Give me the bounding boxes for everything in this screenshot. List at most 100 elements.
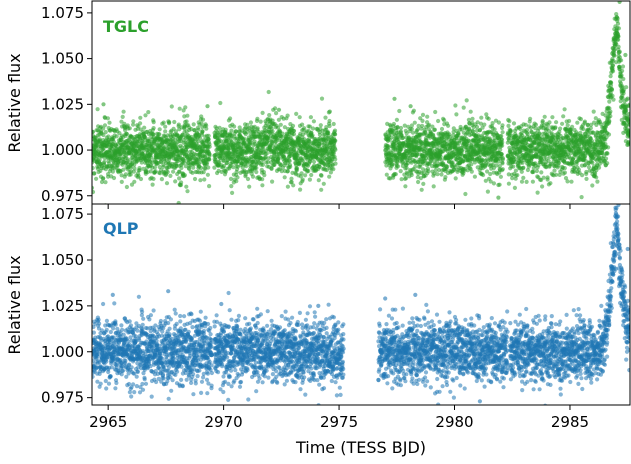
tglc-y-ticks: 0.9751.0001.0251.0501.075	[41, 4, 92, 205]
tglc-data-point	[482, 123, 486, 127]
tglc-data-point	[608, 114, 612, 118]
tglc-data-point	[254, 170, 258, 174]
tglc-data-point	[273, 106, 277, 110]
tglc-data-point	[583, 120, 587, 124]
tglc-data-point	[405, 166, 409, 170]
tglc-data-point	[254, 166, 258, 170]
tglc-data-point	[525, 128, 529, 132]
tglc-data-point	[182, 159, 186, 163]
tglc-data-point	[403, 184, 407, 188]
tglc-data-point	[270, 180, 274, 184]
tglc-data-point	[525, 180, 529, 184]
tglc-data-point	[280, 132, 284, 136]
tglc-data-point	[235, 175, 239, 179]
tglc-data-point	[548, 181, 552, 185]
tglc-data-point	[199, 121, 203, 125]
tglc-data-point	[104, 130, 108, 134]
tglc-data-point	[487, 117, 491, 121]
tglc-data-point	[470, 117, 474, 121]
tglc-data-point	[611, 69, 615, 73]
tglc-data-point	[493, 127, 497, 131]
tglc-data-point	[552, 169, 556, 173]
tglc-data-point	[542, 176, 546, 180]
tglc-data-point	[319, 188, 323, 192]
tglc-data-point	[435, 172, 439, 176]
tglc-data-point	[103, 123, 107, 127]
tglc-data-point	[201, 118, 205, 122]
tglc-points	[90, 0, 631, 210]
tglc-data-point	[200, 129, 204, 133]
tglc-data-point	[608, 109, 612, 113]
tglc-data-point	[92, 171, 96, 175]
qlp-data-point	[111, 326, 115, 330]
tglc-data-point	[208, 152, 212, 156]
tglc-data-point	[185, 119, 189, 123]
tglc-data-point	[536, 191, 540, 195]
tglc-data-point	[590, 183, 594, 187]
tglc-data-point	[620, 84, 624, 88]
tglc-data-point	[259, 120, 263, 124]
tglc-data-point	[515, 173, 519, 177]
tglc-data-point	[292, 132, 296, 136]
tglc-data-point	[580, 195, 584, 199]
tglc-data-point	[479, 116, 483, 120]
tglc-data-point	[183, 105, 187, 109]
tglc-data-point	[172, 120, 176, 124]
tglc-data-point	[439, 172, 443, 176]
tglc-data-point	[91, 166, 95, 170]
tglc-data-point	[224, 128, 228, 132]
tglc-data-point	[616, 34, 620, 38]
tglc-data-point	[528, 117, 532, 121]
tglc-data-point	[611, 64, 615, 68]
tglc-data-point	[491, 121, 495, 125]
tglc-data-point	[309, 173, 313, 177]
tglc-data-point	[501, 130, 505, 134]
tglc-data-point	[291, 124, 295, 128]
tglc-data-point	[319, 174, 323, 178]
tglc-data-point	[131, 119, 135, 123]
tglc-data-point	[132, 180, 136, 184]
tglc-data-point	[621, 77, 625, 81]
tglc-data-point	[320, 97, 324, 101]
tglc-data-point	[425, 115, 429, 119]
tglc-data-point	[333, 162, 337, 166]
tglc-data-point	[432, 184, 436, 188]
tglc-data-point	[580, 173, 584, 177]
tglc-data-point	[535, 169, 539, 173]
tglc-data-point	[124, 172, 128, 176]
tglc-data-point	[102, 160, 106, 164]
tglc-data-point	[607, 100, 611, 104]
tglc-data-point	[497, 120, 501, 124]
qlp-data-point	[113, 386, 117, 390]
tglc-y-tick-label: 1.025	[41, 95, 84, 113]
tglc-data-point	[501, 156, 505, 160]
tglc-data-point	[507, 119, 511, 123]
tglc-data-point	[157, 132, 161, 136]
tglc-data-point	[103, 180, 107, 184]
tglc-data-point	[554, 120, 558, 124]
tglc-data-point	[332, 122, 336, 126]
tglc-data-point	[229, 129, 233, 133]
tglc-data-point	[511, 165, 515, 169]
tglc-data-point	[262, 173, 266, 177]
tglc-data-point	[420, 124, 424, 128]
tglc-data-point	[512, 121, 516, 125]
tglc-data-point	[143, 113, 147, 117]
qlp-data-point	[119, 323, 123, 327]
tglc-data-point	[229, 184, 233, 188]
qlp-data-point	[107, 382, 111, 386]
tglc-data-point	[399, 169, 403, 173]
tglc-outlier-point	[623, 53, 627, 57]
tglc-data-point	[166, 170, 170, 174]
tglc-data-point	[500, 161, 504, 165]
tglc-data-point	[520, 180, 524, 184]
tglc-data-point	[193, 177, 197, 181]
tglc-data-point	[513, 186, 517, 190]
tglc-data-point	[557, 161, 561, 165]
tglc-data-point	[587, 165, 591, 169]
tglc-data-point	[160, 177, 164, 181]
qlp-data-point	[114, 323, 118, 327]
tglc-data-point	[138, 168, 142, 172]
